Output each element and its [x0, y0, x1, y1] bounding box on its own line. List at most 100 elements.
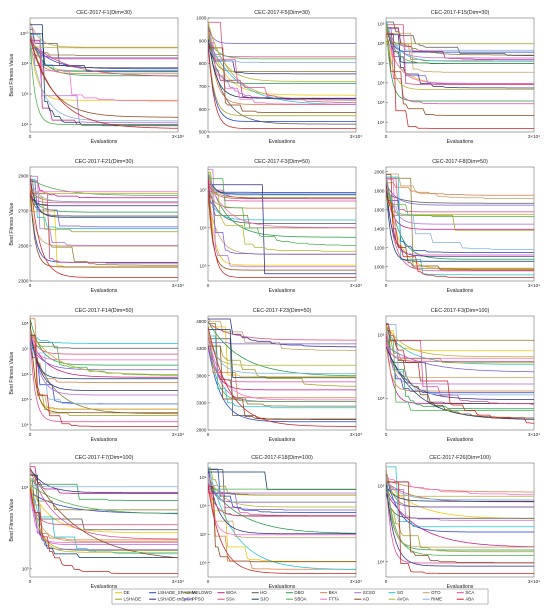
subplot-title: CEC-2017-F8(Dim=50)	[432, 159, 488, 165]
series-line-rime	[208, 47, 356, 63]
y-axis-label: Best Fitness Value	[9, 202, 15, 245]
series-line-woa	[30, 180, 178, 199]
series-line-sboa	[208, 37, 356, 60]
series-line-rime	[208, 473, 356, 503]
y-tick-label: 1000	[374, 264, 385, 269]
series-line-scso	[386, 489, 534, 521]
x-tick-label: 0	[29, 134, 32, 139]
legend-label: SO	[397, 590, 404, 595]
series-line-de	[208, 32, 356, 96]
series-line-dbo	[208, 27, 356, 84]
legend-item: SSA	[217, 597, 235, 602]
series-group	[30, 21, 178, 129]
series-line-avoa	[386, 197, 534, 215]
series-line-gto	[208, 493, 356, 539]
x-tick-label: 3×10⁴	[528, 432, 540, 437]
legend-item: LSHADE_SPACMA	[149, 590, 196, 595]
y-tick-label: 10⁴	[21, 423, 28, 428]
subplot-title: CEC-2017-F7(Dim=100)	[75, 455, 134, 461]
series-line-bka	[386, 341, 534, 392]
y-tick-label: 10⁶	[377, 80, 384, 85]
x-tick-label: 3×10⁴	[172, 283, 184, 288]
series-line-aba	[386, 324, 534, 424]
series-line-avoa	[386, 491, 534, 497]
series-line-ftta	[30, 328, 178, 361]
legend-label: SSA	[226, 597, 235, 602]
y-tick-label: 10³	[22, 566, 29, 571]
series-line-lshade-cnepsin	[30, 193, 178, 207]
series-group	[208, 169, 356, 278]
legend-item: FTTA	[320, 597, 339, 602]
series-line-sboa	[386, 23, 534, 64]
series-line-ao	[208, 192, 356, 271]
legend-item: RIME	[422, 597, 442, 602]
series-line-gto	[208, 25, 356, 101]
series-line-ppso	[386, 183, 534, 206]
series-line-ho	[208, 338, 356, 420]
x-tick-label: 0	[385, 283, 388, 288]
x-axis-label: Evaluations	[269, 139, 296, 145]
x-tick-label: 0	[385, 134, 388, 139]
series-line-sboa	[30, 484, 178, 515]
series-line-lshade	[386, 37, 534, 45]
x-axis-label: Evaluations	[447, 139, 474, 145]
legend-label: HO	[260, 590, 267, 595]
plot-area	[29, 17, 179, 133]
legend-item: LSHADE-cnEpSin	[149, 597, 194, 602]
series-line-sboa	[386, 339, 534, 411]
series-line-lshade-cnepsin	[30, 328, 178, 391]
series-line-dbo	[386, 22, 534, 102]
series-line-sjo	[208, 174, 356, 195]
series-line-so	[208, 465, 356, 570]
legend-item: SBOA	[285, 597, 307, 602]
subplot-9: CEC-2017-F3(Dim=100) 10⁶ 10⁵ 0 3×10⁴ Evaluati…	[377, 308, 540, 443]
subplot-11: CEC-2017-F18(Dim=100) 10⁹ 10⁸ 10⁷ 10⁶ 0 3×10⁴ E…	[199, 455, 362, 590]
series-line-ppso	[386, 27, 534, 85]
y-tick-label: 10⁶	[199, 225, 206, 230]
legend-label: SBOA	[294, 597, 306, 602]
series-line-ho	[208, 40, 356, 125]
series-line-scso	[208, 33, 356, 100]
subplot-1: CEC-2017-F1(Dim=30) 10¹⁰ 10⁸ 10⁶ 10⁴ 0 3×10⁴ Ev…	[9, 10, 184, 145]
series-line-scso	[30, 328, 178, 396]
series-line-melgwo	[386, 339, 534, 343]
plot-area	[385, 17, 535, 133]
x-axis-label: Evaluations	[269, 584, 296, 590]
series-line-sjo	[30, 24, 178, 127]
legend-label: ABA	[465, 597, 474, 602]
y-tick-label: 4300	[196, 346, 207, 351]
series-line-ho	[386, 191, 534, 204]
legend-label: FTTA	[329, 597, 340, 602]
x-tick-label: 3×10⁴	[350, 134, 362, 139]
x-tick-label: 0	[29, 579, 32, 584]
legend-item: SO	[388, 590, 404, 595]
series-line-bka	[386, 182, 534, 196]
series-group	[208, 465, 356, 574]
legend-item: ABA	[456, 597, 474, 602]
series-line-lshade-cnepsin	[208, 184, 356, 275]
series-line-lshade-cnepsin	[30, 33, 178, 72]
series-line-lshade-cnepsin	[386, 23, 534, 89]
series-line-aba	[208, 175, 356, 278]
legend-item: LSHADE	[115, 597, 141, 602]
series-line-ao	[208, 485, 356, 563]
legend-item: GTO	[422, 590, 441, 595]
series-line-dbo	[208, 321, 356, 377]
series-group	[386, 20, 534, 129]
series-line-ftta	[30, 41, 178, 102]
series-line-lshade	[208, 339, 356, 387]
series-line-sboa	[208, 171, 356, 246]
series-line-aba	[30, 176, 178, 278]
series-line-avoa	[386, 324, 534, 358]
plot-area	[385, 315, 535, 431]
y-tick-label: 10⁶	[21, 92, 28, 97]
series-line-avoa	[208, 332, 356, 366]
legend-item: PPSO	[183, 597, 205, 602]
series-line-aba	[30, 487, 178, 574]
series-line-sca	[386, 334, 534, 405]
series-line-sjo	[386, 485, 534, 502]
series-line-gto	[386, 173, 534, 199]
series-line-sjo	[30, 325, 178, 380]
legend-item: BKA	[320, 590, 337, 595]
